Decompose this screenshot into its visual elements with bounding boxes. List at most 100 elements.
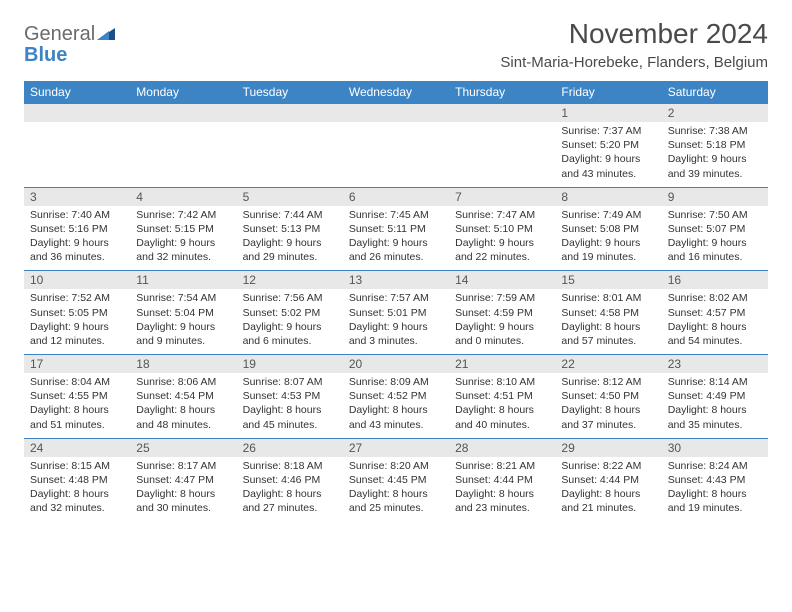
daylight-text-1: Daylight: 8 hours — [561, 487, 655, 501]
daylight-text-2: and 3 minutes. — [349, 334, 443, 348]
daylight-text-1: Daylight: 9 hours — [243, 236, 337, 250]
sunset-text: Sunset: 5:08 PM — [561, 222, 655, 236]
daylight-text-2: and 45 minutes. — [243, 418, 337, 432]
sunset-text: Sunset: 4:55 PM — [30, 389, 124, 403]
sunrise-text: Sunrise: 8:14 AM — [668, 375, 762, 389]
day-number: 5 — [237, 188, 343, 206]
logo: General Blue — [24, 18, 115, 66]
daylight-text-1: Daylight: 9 hours — [349, 320, 443, 334]
sunrise-text: Sunrise: 7:52 AM — [30, 291, 124, 305]
day-number: 12 — [237, 271, 343, 289]
daylight-text-2: and 39 minutes. — [668, 167, 762, 181]
calendar-cell: 29Sunrise: 8:22 AMSunset: 4:44 PMDayligh… — [555, 438, 661, 521]
sunrise-text: Sunrise: 7:44 AM — [243, 208, 337, 222]
daylight-text-1: Daylight: 9 hours — [30, 236, 124, 250]
sunset-text: Sunset: 5:10 PM — [455, 222, 549, 236]
day-number: 27 — [343, 439, 449, 457]
sunrise-text: Sunrise: 8:07 AM — [243, 375, 337, 389]
daylight-text-1: Daylight: 8 hours — [668, 403, 762, 417]
day-number: 10 — [24, 271, 130, 289]
daylight-text-2: and 43 minutes. — [349, 418, 443, 432]
day-number: 26 — [237, 439, 343, 457]
daylight-text-2: and 43 minutes. — [561, 167, 655, 181]
sunset-text: Sunset: 4:52 PM — [349, 389, 443, 403]
sunrise-text: Sunrise: 7:49 AM — [561, 208, 655, 222]
daylight-text-1: Daylight: 8 hours — [349, 403, 443, 417]
daylight-text-1: Daylight: 8 hours — [561, 403, 655, 417]
daylight-text-1: Daylight: 8 hours — [30, 487, 124, 501]
day-number: 20 — [343, 355, 449, 373]
day-number: 2 — [662, 104, 768, 122]
calendar-cell: 13Sunrise: 7:57 AMSunset: 5:01 PMDayligh… — [343, 271, 449, 355]
day-data: Sunrise: 8:12 AMSunset: 4:50 PMDaylight:… — [555, 373, 661, 438]
sunrise-text: Sunrise: 7:40 AM — [30, 208, 124, 222]
calendar-cell — [24, 104, 130, 188]
calendar-cell: 6Sunrise: 7:45 AMSunset: 5:11 PMDaylight… — [343, 187, 449, 271]
daylight-text-2: and 54 minutes. — [668, 334, 762, 348]
daylight-text-2: and 12 minutes. — [30, 334, 124, 348]
day-number: 11 — [130, 271, 236, 289]
day-data: Sunrise: 7:50 AMSunset: 5:07 PMDaylight:… — [662, 206, 768, 271]
calendar-cell — [237, 104, 343, 188]
daylight-text-2: and 27 minutes. — [243, 501, 337, 515]
daylight-text-1: Daylight: 8 hours — [136, 487, 230, 501]
daylight-text-2: and 9 minutes. — [136, 334, 230, 348]
page-subtitle: Sint-Maria-Horebeke, Flanders, Belgium — [500, 54, 768, 71]
calendar-cell: 1Sunrise: 7:37 AMSunset: 5:20 PMDaylight… — [555, 104, 661, 188]
day-number: 17 — [24, 355, 130, 373]
sunrise-text: Sunrise: 7:54 AM — [136, 291, 230, 305]
daylight-text-1: Daylight: 8 hours — [30, 403, 124, 417]
sunset-text: Sunset: 4:43 PM — [668, 473, 762, 487]
day-data: Sunrise: 8:09 AMSunset: 4:52 PMDaylight:… — [343, 373, 449, 438]
daylight-text-1: Daylight: 9 hours — [136, 236, 230, 250]
calendar-cell: 18Sunrise: 8:06 AMSunset: 4:54 PMDayligh… — [130, 355, 236, 439]
calendar-cell: 15Sunrise: 8:01 AMSunset: 4:58 PMDayligh… — [555, 271, 661, 355]
sunrise-text: Sunrise: 8:24 AM — [668, 459, 762, 473]
day-number: 29 — [555, 439, 661, 457]
calendar-cell: 28Sunrise: 8:21 AMSunset: 4:44 PMDayligh… — [449, 438, 555, 521]
calendar-cell: 9Sunrise: 7:50 AMSunset: 5:07 PMDaylight… — [662, 187, 768, 271]
sunrise-text: Sunrise: 7:45 AM — [349, 208, 443, 222]
calendar-cell: 23Sunrise: 8:14 AMSunset: 4:49 PMDayligh… — [662, 355, 768, 439]
sunset-text: Sunset: 5:20 PM — [561, 138, 655, 152]
day-data: Sunrise: 8:24 AMSunset: 4:43 PMDaylight:… — [662, 457, 768, 522]
daylight-text-1: Daylight: 8 hours — [243, 403, 337, 417]
logo-blue-text: Blue — [24, 44, 67, 66]
calendar-cell: 24Sunrise: 8:15 AMSunset: 4:48 PMDayligh… — [24, 438, 130, 521]
sunrise-text: Sunrise: 8:04 AM — [30, 375, 124, 389]
empty-day — [449, 104, 555, 122]
header: General Blue November 2024 Sint-Maria-Ho… — [24, 18, 768, 71]
sunrise-text: Sunrise: 7:59 AM — [455, 291, 549, 305]
daylight-text-2: and 32 minutes. — [136, 250, 230, 264]
day-header: Sunday — [24, 81, 130, 104]
daylight-text-1: Daylight: 9 hours — [668, 152, 762, 166]
day-number: 16 — [662, 271, 768, 289]
sunset-text: Sunset: 4:47 PM — [136, 473, 230, 487]
day-header: Monday — [130, 81, 236, 104]
sunset-text: Sunset: 4:51 PM — [455, 389, 549, 403]
daylight-text-2: and 30 minutes. — [136, 501, 230, 515]
day-number: 8 — [555, 188, 661, 206]
day-number: 24 — [24, 439, 130, 457]
day-data: Sunrise: 8:14 AMSunset: 4:49 PMDaylight:… — [662, 373, 768, 438]
daylight-text-1: Daylight: 9 hours — [349, 236, 443, 250]
calendar-cell: 12Sunrise: 7:56 AMSunset: 5:02 PMDayligh… — [237, 271, 343, 355]
daylight-text-2: and 29 minutes. — [243, 250, 337, 264]
day-number: 18 — [130, 355, 236, 373]
sunset-text: Sunset: 4:50 PM — [561, 389, 655, 403]
day-data: Sunrise: 7:38 AMSunset: 5:18 PMDaylight:… — [662, 122, 768, 187]
calendar-cell: 25Sunrise: 8:17 AMSunset: 4:47 PMDayligh… — [130, 438, 236, 521]
calendar-cell: 7Sunrise: 7:47 AMSunset: 5:10 PMDaylight… — [449, 187, 555, 271]
sunset-text: Sunset: 5:18 PM — [668, 138, 762, 152]
day-number: 19 — [237, 355, 343, 373]
day-number: 6 — [343, 188, 449, 206]
daylight-text-2: and 37 minutes. — [561, 418, 655, 432]
daylight-text-1: Daylight: 9 hours — [455, 320, 549, 334]
daylight-text-2: and 51 minutes. — [30, 418, 124, 432]
daylight-text-1: Daylight: 8 hours — [136, 403, 230, 417]
calendar-cell: 27Sunrise: 8:20 AMSunset: 4:45 PMDayligh… — [343, 438, 449, 521]
daylight-text-1: Daylight: 8 hours — [668, 320, 762, 334]
calendar-cell — [130, 104, 236, 188]
sunset-text: Sunset: 5:02 PM — [243, 306, 337, 320]
day-header: Friday — [555, 81, 661, 104]
